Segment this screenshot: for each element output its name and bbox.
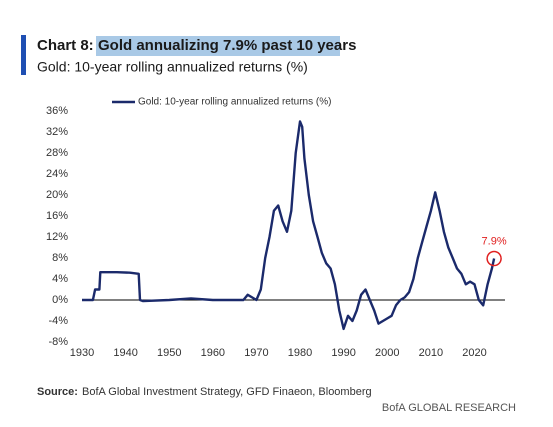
y-tick-label: 28%	[46, 147, 68, 159]
y-tick-label: 0%	[52, 294, 68, 306]
x-tick-label: 1990	[331, 347, 355, 359]
y-tick-label: 32%	[46, 126, 68, 138]
x-tick-label: 2020	[462, 347, 486, 359]
footer: BofA GLOBAL RESEARCH	[382, 402, 516, 414]
y-tick-label: 24%	[46, 168, 68, 180]
x-tick-label: 1950	[157, 347, 181, 359]
y-tick-label: -8%	[48, 336, 68, 348]
x-tick-label: 1970	[244, 347, 268, 359]
y-tick-label: 4%	[52, 273, 68, 285]
x-tick-label: 2010	[419, 347, 443, 359]
x-tick-label: 2000	[375, 347, 399, 359]
y-tick-label: 20%	[46, 189, 68, 201]
source: BofA Global Investment Strategy, GFD Fin…	[82, 386, 372, 398]
title-bar	[21, 35, 26, 75]
title-label: Chart 8:	[37, 37, 94, 54]
legend-label: Gold: 10-year rolling annualized returns…	[138, 97, 331, 108]
y-tick-label: 8%	[52, 252, 68, 264]
x-tick-label: 1930	[70, 347, 94, 359]
annotation-label: 7.9%	[482, 235, 507, 247]
annotation-circle	[486, 250, 502, 267]
chart-title: Gold annualizing 7.9% past 10 years	[98, 37, 356, 54]
y-tick-label: 36%	[46, 105, 68, 117]
y-tick-label: 12%	[46, 231, 68, 243]
x-tick-label: 1940	[113, 347, 137, 359]
x-tick-label: 1980	[288, 347, 312, 359]
x-tick-label: 1960	[201, 347, 225, 359]
chart-subtitle: Gold: 10-year rolling annualized returns…	[37, 59, 308, 75]
series-line	[82, 120, 496, 331]
y-tick-label: -4%	[48, 315, 68, 327]
title-highlight	[96, 36, 340, 56]
source-label: Source:	[37, 386, 78, 398]
y-tick-label: 16%	[46, 210, 68, 222]
